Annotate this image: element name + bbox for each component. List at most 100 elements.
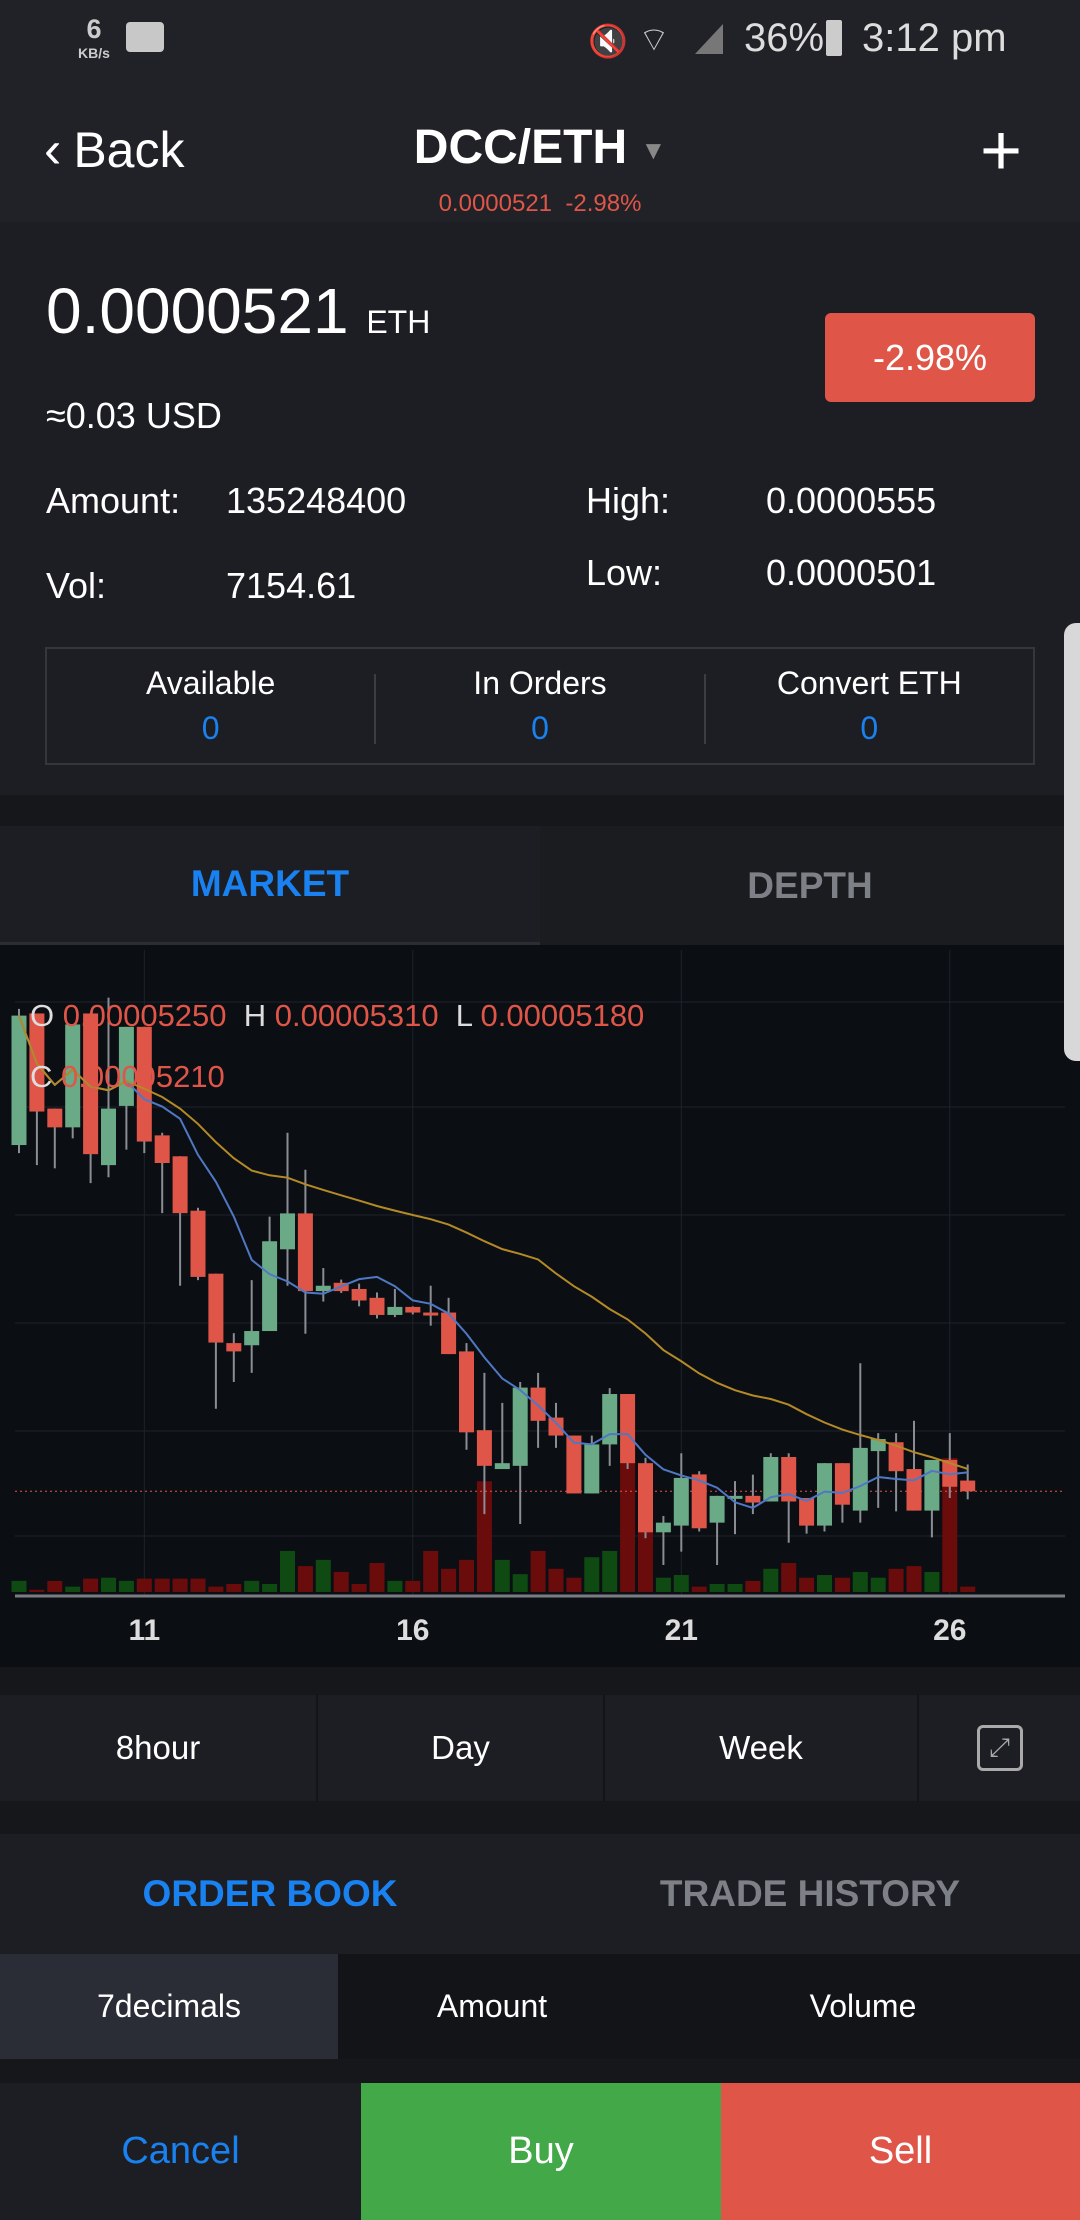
high-value: 0.0000555 — [766, 480, 937, 521]
interval-day[interactable]: Day — [318, 1695, 605, 1801]
candlestick-chart[interactable]: 11 16 21 26 O 0.00005250 H 0.00005310 L 0.0… — [0, 945, 1080, 1667]
add-icon[interactable]: + — [980, 111, 1023, 191]
back-button[interactable]: ‹ Back — [44, 120, 185, 180]
volume-bar — [906, 1566, 922, 1592]
pair-selector[interactable]: DCC/ETH ▼ — [0, 120, 1080, 175]
candle-body — [369, 1297, 385, 1315]
interval-bar: 8hour Day Week ⤢ — [0, 1695, 1080, 1801]
volume-bar — [136, 1578, 152, 1592]
candle-body — [799, 1498, 815, 1526]
mute-icon: 🔇 — [588, 23, 628, 59]
volume-bar — [924, 1571, 940, 1592]
amount-label: Amount: — [46, 480, 181, 521]
ticker-panel: 0.0000521 ETH ≈0.03 USD -2.98% Amount: 1… — [0, 222, 1080, 795]
volume-bar — [530, 1550, 546, 1592]
vol-value: 7154.61 — [226, 565, 357, 606]
volume-bar — [745, 1580, 761, 1592]
divider — [374, 674, 377, 744]
book-tabs: ORDER BOOK TRADE HISTORY — [0, 1834, 1080, 1954]
candle-body — [405, 1306, 421, 1313]
volume-bar — [262, 1583, 278, 1592]
decimals-selector[interactable]: 7decimals — [0, 1954, 338, 2059]
candle-body — [65, 1024, 81, 1128]
volume-bar — [709, 1583, 725, 1592]
candle-body — [924, 1459, 940, 1511]
volume-bar — [960, 1586, 976, 1592]
volume-bar — [83, 1578, 99, 1592]
balance-convert-eth: Convert ETH 0 — [776, 665, 962, 746]
volume-bar — [620, 1440, 636, 1592]
candle-body — [673, 1477, 689, 1526]
volume-bar — [423, 1550, 439, 1592]
candle-body — [584, 1444, 600, 1494]
volume-bar — [512, 1574, 528, 1592]
chart-canvas[interactable]: 11 16 21 26 — [0, 945, 1080, 1667]
volume-bar — [459, 1559, 474, 1592]
candle-body — [494, 1463, 510, 1470]
interval-8hour[interactable]: 8hour — [0, 1695, 318, 1801]
net-speed: 6 — [86, 14, 102, 44]
candle-body — [190, 1210, 206, 1277]
candle-body — [620, 1394, 636, 1464]
candle-body — [852, 1447, 868, 1511]
candle-body — [172, 1156, 188, 1214]
book-columns: 7decimals Amount Volume — [0, 1954, 1080, 2059]
volume-bar — [351, 1583, 367, 1592]
vol-label: Vol: — [46, 565, 107, 606]
volume-bar — [494, 1559, 510, 1592]
volume-bar — [834, 1577, 850, 1592]
divider — [703, 674, 706, 744]
candle-body — [530, 1387, 546, 1421]
volume-bar — [118, 1580, 134, 1592]
candle-body — [387, 1306, 403, 1315]
column-volume: Volume — [809, 1988, 917, 2024]
candle-body — [763, 1456, 779, 1502]
column-amount: Amount — [436, 1988, 548, 2024]
candle-body — [888, 1442, 904, 1472]
caret-down-icon: ▼ — [640, 134, 667, 165]
battery-text: 36% — [744, 16, 825, 60]
candle-body — [208, 1273, 224, 1343]
candle-body — [280, 1213, 295, 1250]
clock: 3:12 pm — [862, 16, 1007, 60]
ohlc-readout: O 0.00005250 H 0.00005310 L 0.00005180 — [30, 998, 645, 1033]
amount-value: 135248400 — [226, 480, 407, 521]
volume-bar — [208, 1586, 224, 1592]
candle-body — [691, 1474, 707, 1529]
change-badge: -2.98% — [825, 313, 1035, 402]
candle-body — [745, 1495, 761, 1503]
action-bar: Cancel Buy Sell — [0, 2083, 1080, 2220]
candle-body — [297, 1213, 313, 1292]
tab-order-book[interactable]: ORDER BOOK — [142, 1873, 398, 1914]
fullscreen-button[interactable]: ⤢ — [919, 1695, 1080, 1801]
cancel-button[interactable]: Cancel — [0, 2083, 361, 2220]
usd-price: ≈0.03 USD — [46, 395, 222, 436]
candle-body — [244, 1331, 260, 1346]
battery-icon — [826, 20, 842, 56]
volume-bar — [870, 1577, 886, 1592]
balances-box: Available 0 In Orders 0 Convert ETH 0 — [45, 647, 1035, 765]
price-unit: ETH — [366, 304, 431, 340]
volume-bar — [799, 1577, 815, 1592]
wifi-icon: ⌔ — [638, 21, 670, 59]
volume-bar — [673, 1575, 689, 1592]
tab-trade-history[interactable]: TRADE HISTORY — [659, 1873, 961, 1914]
volume-bar — [548, 1568, 564, 1592]
buy-button[interactable]: Buy — [361, 2083, 721, 2220]
tab-depth[interactable]: DEPTH — [540, 826, 1080, 945]
interval-week[interactable]: Week — [605, 1695, 919, 1801]
tab-market[interactable]: MARKET — [0, 826, 540, 945]
signal-icon — [695, 24, 723, 54]
candle-body — [136, 1026, 152, 1142]
candle-body — [655, 1522, 671, 1533]
sell-button[interactable]: Sell — [721, 2083, 1080, 2220]
candle-body — [817, 1463, 832, 1526]
nav-header: ‹ Back DCC/ETH ▼ 0.0000521 -2.98% + — [0, 106, 1080, 222]
volume-bar — [333, 1571, 349, 1592]
volume-bar — [11, 1580, 27, 1592]
last-price: 0.0000521 — [46, 275, 349, 347]
candle-body — [351, 1288, 367, 1301]
chart-tabs: MARKET DEPTH — [0, 826, 1080, 945]
scrollbar[interactable] — [1064, 623, 1080, 1061]
candle-body — [83, 1013, 99, 1155]
